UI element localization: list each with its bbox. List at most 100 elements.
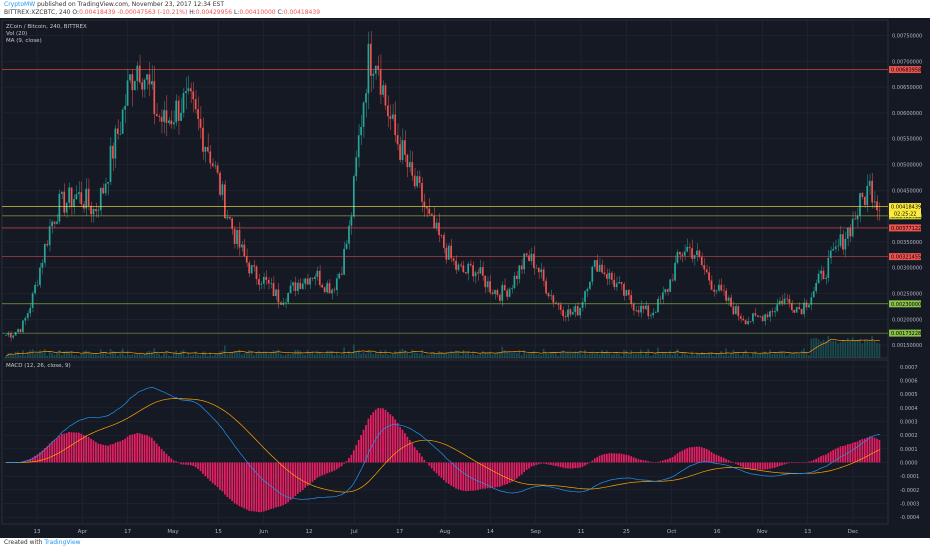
volume-bar (224, 345, 226, 358)
volume-bar (258, 350, 260, 358)
candle-body (540, 269, 543, 273)
candle-body (834, 246, 837, 249)
volume-bar (31, 349, 34, 358)
candle-body (788, 299, 791, 303)
price-tick-label: 0.00600000 (892, 111, 922, 117)
macd-histogram-bar (800, 462, 803, 463)
volume-bar (63, 351, 66, 358)
candle-body (503, 284, 506, 291)
volume-bar (428, 354, 431, 358)
volume-series (5, 336, 881, 358)
volume-bar (155, 352, 158, 358)
candle-body (189, 88, 192, 92)
macd-histogram-bar (345, 461, 348, 463)
macd-histogram-bar (569, 462, 572, 469)
volume-bar (832, 340, 835, 358)
candle-body (562, 310, 564, 317)
candle-body (109, 145, 112, 183)
candle-body (206, 146, 209, 152)
macd-histogram-bar (533, 462, 535, 466)
macd-histogram-bar (557, 462, 560, 467)
time-tick-label: Apr (78, 529, 88, 535)
price-tick-label: 0.00750000 (892, 33, 922, 39)
macd-histogram-bar (211, 462, 214, 484)
volume-bar (564, 352, 567, 358)
macd-histogram-bar (467, 462, 470, 491)
macd-histogram-bar (374, 409, 377, 463)
macd-histogram-bar (387, 411, 389, 463)
time-tick-label: Sep (530, 529, 541, 535)
macd-histogram-bar (462, 462, 465, 491)
candle-body (250, 265, 253, 274)
volume-bar (60, 354, 63, 358)
volume-bar (97, 355, 100, 358)
candle-body (547, 293, 550, 297)
candle-body (591, 266, 594, 282)
candle-body (657, 298, 659, 313)
candle-body (545, 280, 547, 294)
volume-bar (696, 352, 698, 358)
volume-bar (744, 350, 747, 358)
volume-bar (116, 355, 119, 358)
candle-body (48, 226, 51, 246)
candle-body (262, 276, 265, 284)
macd-histogram-bar (598, 455, 601, 463)
candle-body (447, 245, 450, 260)
volume-bar (202, 351, 204, 358)
macd-histogram-bar (194, 462, 197, 468)
candle-body (508, 288, 511, 297)
volume-bar (406, 352, 409, 358)
volume-bar (318, 351, 321, 358)
macd-histogram-bar (749, 462, 752, 470)
candle-body (652, 312, 654, 316)
volume-bar (270, 352, 272, 358)
candle-body (43, 244, 46, 263)
candle-body (511, 288, 513, 289)
volume-bar (289, 354, 292, 358)
candle-body (146, 74, 148, 80)
volume-bar (715, 353, 718, 358)
macd-histogram-bar (632, 457, 635, 463)
candle-body (133, 80, 136, 91)
candle-body (703, 265, 706, 270)
macd-histogram-bar (637, 459, 640, 463)
candle-body (314, 276, 316, 279)
volume-bar (737, 351, 740, 358)
macd-histogram-bar (547, 462, 550, 465)
macd-histogram-bar (304, 462, 307, 488)
volume-bar (124, 355, 126, 358)
volume-bar (199, 355, 202, 358)
volume-bar (613, 353, 616, 358)
candle-body (452, 258, 455, 261)
volume-bar (440, 352, 443, 358)
candle-body (700, 256, 703, 266)
volume-bar (562, 350, 564, 358)
candle-body (241, 244, 243, 248)
candle-body (413, 175, 416, 187)
candle-body (26, 313, 29, 319)
macd-histogram-bar (158, 446, 161, 463)
macd-histogram-bar (394, 419, 397, 463)
macd-histogram-bar (413, 447, 416, 463)
macd-histogram-bar (438, 462, 440, 476)
volume-bar (348, 351, 350, 358)
volume-bar (584, 349, 586, 358)
macd-histogram-bar (761, 462, 764, 470)
candle-body (484, 275, 487, 288)
candle-body (236, 230, 238, 244)
candle-body (391, 114, 394, 119)
tradingview-logo[interactable]: TradingView (44, 539, 81, 546)
candle-body (810, 297, 813, 305)
candle-body (725, 290, 727, 301)
candle-body (148, 74, 151, 85)
volume-bar (243, 353, 246, 358)
candle-body (323, 287, 326, 293)
candle-body (107, 182, 109, 184)
author-link[interactable]: CryptoMW (4, 1, 36, 8)
level-price-text: 0.00173228 (891, 331, 921, 337)
volume-bar (474, 354, 477, 358)
macd-histogram-bar (508, 462, 511, 483)
macd-histogram-bar (338, 462, 341, 468)
macd-histogram-bar (245, 462, 248, 510)
candle-body (338, 273, 341, 279)
